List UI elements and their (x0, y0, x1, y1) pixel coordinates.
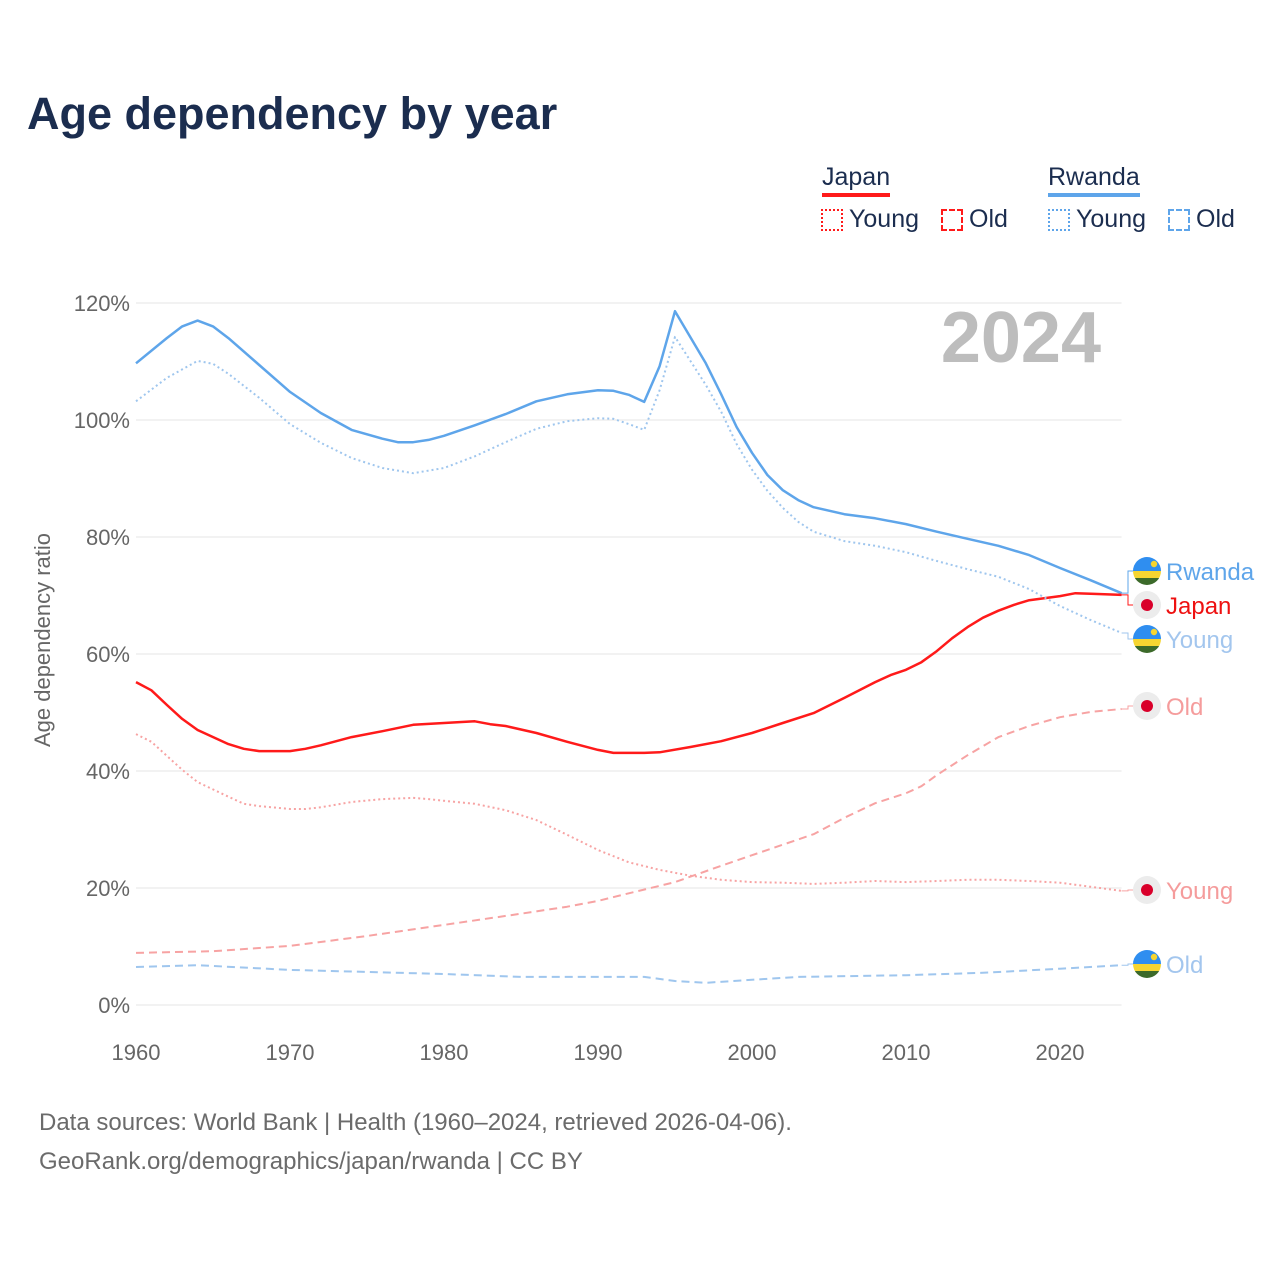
legend-japan-swatch (822, 193, 891, 197)
source-line-2[interactable]: GeoRank.org/demographics/japan/rwanda | … (39, 1148, 583, 1175)
flag-stripe-yellow (1133, 964, 1161, 971)
y-tick-label: 0% (98, 993, 130, 1018)
series-line-rwanda (135, 309, 1123, 595)
flag-rwanda-icon (1133, 557, 1161, 585)
series-end-label: Old (1166, 952, 1203, 979)
series-line-rwanda-young (135, 335, 1122, 634)
legend-label: Young (849, 205, 919, 233)
flag-stripe-green (1133, 578, 1161, 585)
legend-japan[interactable]: Japan (822, 163, 891, 197)
y-tick-label: 80% (86, 525, 130, 550)
flag-stripe-blue (1133, 625, 1161, 639)
source-line-1: Data sources: World Bank | Health (1960–… (39, 1109, 792, 1136)
flag-body (1133, 625, 1161, 653)
flag-sun (1150, 628, 1158, 636)
flag-sun (1141, 700, 1153, 712)
flag-stripe-yellow (1133, 571, 1161, 578)
legend-label: Old (1196, 205, 1235, 233)
flag-sun (1141, 884, 1153, 896)
flag-stripe-blue (1133, 557, 1161, 571)
y-tick-label: 60% (86, 642, 130, 667)
series-line-rwanda-old (135, 964, 1122, 984)
x-tick-label: 1990 (574, 1040, 623, 1065)
y-tick-label: 40% (86, 759, 130, 784)
legend-rwanda-young[interactable]: Young (1048, 205, 1146, 234)
series-end-label: Old (1166, 694, 1203, 721)
label-connector (1121, 963, 1133, 966)
label-connector (1121, 570, 1133, 594)
flag-rwanda-icon (1133, 950, 1161, 978)
flag-sun (1141, 599, 1153, 611)
label-connector (1121, 705, 1133, 710)
series-end-label: Rwanda (1166, 559, 1255, 586)
legend-japan-young[interactable]: Young (821, 205, 919, 234)
dashed-swatch-icon (941, 208, 963, 231)
flag-stripe-green (1133, 971, 1161, 978)
legend-rwanda-old[interactable]: Old (1168, 205, 1235, 234)
chart-title: Age dependency by year (27, 88, 558, 139)
flag-japan-icon (1133, 591, 1161, 619)
year-watermark: 2024 (941, 298, 1101, 378)
flag-japan-icon (1133, 692, 1161, 720)
flag-japan-icon (1133, 876, 1161, 904)
legend-japan-old[interactable]: Old (941, 205, 1008, 234)
series-line-japan-old (135, 708, 1122, 954)
x-tick-label: 1980 (420, 1040, 469, 1065)
series-line-japan-young (135, 733, 1122, 892)
x-tick-label: 2020 (1036, 1040, 1085, 1065)
series-end-label: Japan (1166, 593, 1231, 620)
flag-stripe-yellow (1133, 639, 1161, 646)
y-tick-label: 20% (86, 876, 130, 901)
x-tick-label: 2000 (728, 1040, 777, 1065)
legend-label: Young (1076, 205, 1146, 233)
legend-japan-label: Japan (822, 163, 891, 191)
flag-sun (1150, 953, 1158, 961)
y-tick-label: 100% (74, 408, 130, 433)
flag-stripe-green (1133, 646, 1161, 653)
x-tick-label: 1960 (112, 1040, 161, 1065)
label-connector (1121, 889, 1133, 892)
legend-rwanda[interactable]: Rwanda (1048, 163, 1140, 197)
series-end-label: Young (1166, 878, 1233, 905)
flag-rwanda-icon (1133, 625, 1161, 653)
dashed-swatch-icon (1168, 208, 1190, 231)
series-end-label: Young (1166, 627, 1233, 654)
dotted-swatch-icon (1048, 208, 1070, 231)
label-connector (1121, 632, 1133, 640)
x-tick-label: 1970 (266, 1040, 315, 1065)
flag-stripe-blue (1133, 950, 1161, 964)
x-tick-label: 2010 (882, 1040, 931, 1065)
flag-sun (1150, 560, 1158, 568)
legend-rwanda-swatch (1048, 193, 1140, 197)
y-tick-label: 120% (74, 291, 130, 316)
y-axis-label: Age dependency ratio (30, 533, 55, 747)
dotted-swatch-icon (821, 208, 843, 231)
series-line-japan (135, 591, 1122, 755)
legend-rwanda-label: Rwanda (1048, 163, 1140, 191)
flag-body (1133, 950, 1161, 978)
label-connector (1121, 594, 1133, 606)
flag-body (1133, 557, 1161, 585)
legend-label: Old (969, 205, 1008, 233)
